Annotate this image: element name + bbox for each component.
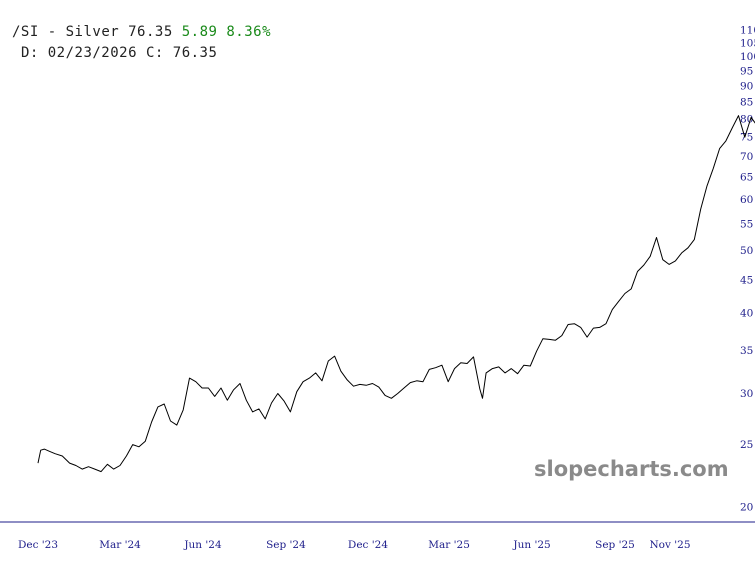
y-tick-label: 50 xyxy=(740,245,753,257)
quote-header: /SI - Silver 76.35 5.89 8.36% xyxy=(12,24,271,40)
x-tick-label: Dec '24 xyxy=(348,539,388,551)
symbol-separator: - xyxy=(47,24,57,40)
date-value: 02/23/2026 xyxy=(47,45,138,61)
y-tick-label: 85 xyxy=(740,97,753,109)
series-layer xyxy=(37,115,755,473)
close-value: 76.35 xyxy=(172,45,218,61)
x-tick-label: Dec '23 xyxy=(18,539,58,551)
price-series-line xyxy=(37,115,755,473)
y-tick-label: 80 xyxy=(740,114,753,126)
watermark: slopecharts.com xyxy=(534,457,729,481)
y-tick-label: 25 xyxy=(740,439,753,451)
x-tick-label: Jun '25 xyxy=(512,539,550,551)
price-change-percent: 8.36% xyxy=(226,24,272,40)
close-label: C: xyxy=(145,45,164,61)
x-tick-label: Sep '24 xyxy=(266,539,306,551)
y-tick-label: 65 xyxy=(740,172,753,184)
y-tick-label: 110 xyxy=(740,25,755,37)
x-tick-label: Mar '25 xyxy=(428,539,470,551)
last-price: 76.35 xyxy=(128,24,173,40)
date-close-line: D: 02/23/2026 C: 76.35 xyxy=(12,45,217,61)
y-tick-label: 75 xyxy=(740,132,753,144)
instrument-name: Silver xyxy=(65,24,120,40)
y-tick-label: 90 xyxy=(740,81,753,93)
date-label: D: xyxy=(20,45,39,61)
y-axis: 20 25 30 35 40 45 50 55 60 65 70 75 80 85 90 95 10010511… xyxy=(740,25,755,514)
y-tick-label: 95 xyxy=(740,66,753,78)
symbol: /SI xyxy=(12,24,39,40)
x-tick-label: Mar '24 xyxy=(99,539,141,551)
y-tick-label: 70 xyxy=(740,151,753,163)
x-tick-label: Jun '24 xyxy=(183,539,222,551)
x-tick-label: Nov '25 xyxy=(649,539,690,551)
x-axis: Dec '23 Mar '24 Jun '24 Sep '24 Dec '24 Mar '… xyxy=(0,521,755,551)
y-tick-label: 45 xyxy=(740,275,753,287)
y-tick-label: 100 xyxy=(740,51,755,63)
y-tick-label: 55 xyxy=(740,218,753,230)
y-tick-label: 35 xyxy=(740,345,753,357)
y-tick-label: 105 xyxy=(740,38,755,50)
y-tick-label: 20 xyxy=(740,502,753,514)
x-tick-label: Sep '25 xyxy=(595,539,635,551)
y-tick-label: 40 xyxy=(740,308,753,320)
price-change: 5.89 xyxy=(181,24,218,40)
y-tick-label: 60 xyxy=(740,194,753,206)
y-tick-label: 30 xyxy=(740,388,753,400)
